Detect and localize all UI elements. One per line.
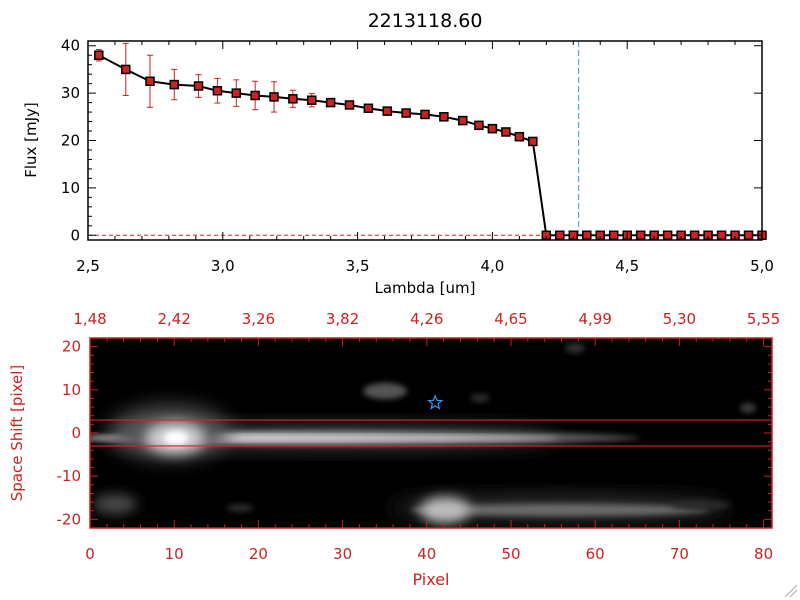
data-point	[474, 120, 484, 131]
x-tick-label: 60	[586, 545, 605, 563]
x-tick-label: 40	[417, 545, 436, 563]
x-tick-label: 0	[85, 545, 95, 563]
spectrum-panel: 2213118.60 2,5 3,0 3,5 4,0 4,5 5,0 010203040 …	[22, 10, 774, 297]
top-tick-label: 2,42	[157, 310, 190, 328]
x-tick-label: 10	[165, 545, 184, 563]
y-tick-label: 10	[61, 179, 80, 197]
data-point	[344, 100, 355, 110]
data-point	[401, 108, 411, 118]
spectrum-markers	[94, 50, 767, 241]
data-point	[608, 230, 619, 241]
x-tick-label: 4,5	[615, 257, 639, 275]
spectrum-errorbars	[95, 42, 536, 145]
top-tick-label: 5,55	[747, 310, 780, 328]
faint-patch	[470, 394, 490, 402]
y-tick-label: 0	[70, 226, 80, 244]
spectrum-y-label: Flux [mJy]	[22, 102, 40, 178]
data-point	[487, 123, 498, 134]
y-tick-label: 20	[61, 132, 80, 150]
x-tick-label: 5,0	[750, 257, 774, 275]
y-tick-label: 10	[62, 381, 81, 399]
data-point	[420, 109, 430, 120]
data-point	[457, 115, 468, 126]
faint-patch	[565, 343, 585, 353]
y-tick-label: -10	[57, 467, 82, 485]
extraction-lines	[90, 419, 772, 447]
top-tick-label: 4,99	[578, 310, 611, 328]
image-content	[90, 343, 772, 523]
top-tick-label: 3,82	[326, 310, 359, 328]
spectrum-reference-layer	[88, 41, 762, 240]
star-marker	[427, 394, 444, 410]
y-tick-label: -20	[57, 510, 82, 528]
data-point	[325, 97, 336, 108]
data-point	[231, 88, 242, 98]
y-tick-label: 40	[61, 37, 80, 55]
top-tick-label: 4,26	[410, 310, 443, 328]
top-tick-label: 3,26	[242, 310, 275, 328]
data-point	[288, 94, 298, 104]
top-tick-label: 5,30	[663, 310, 696, 328]
data-point	[528, 136, 538, 147]
spectrum-x-ticks: 2,5 3,0 3,5 4,0 4,5 5,0	[76, 41, 774, 275]
x-tick-label: 50	[501, 545, 520, 563]
y-tick-label: 30	[61, 84, 80, 102]
x-tick-label: 3,0	[211, 257, 235, 275]
faint-patch	[363, 383, 407, 399]
data-point	[382, 106, 393, 116]
x-tick-label: 4,0	[480, 257, 504, 275]
data-point	[689, 230, 700, 241]
image-panel: 0 10 20 30 40 50 60 70 80 1,48 2,42 3,26 3,82 4,26 4,…	[8, 310, 780, 589]
image-x-label: Pixel	[412, 570, 449, 589]
data-point	[94, 50, 104, 60]
data-point	[743, 230, 754, 241]
top-tick-label: 1,48	[73, 310, 106, 328]
data-point	[662, 230, 673, 241]
lower-left-blob	[93, 494, 137, 514]
spectrum-x-label: Lambda [um]	[375, 279, 476, 297]
data-point	[555, 230, 565, 241]
data-point	[514, 131, 525, 142]
data-point	[169, 79, 180, 90]
data-point	[212, 86, 223, 96]
image-y-label: Space Shift [pixel]	[8, 365, 26, 502]
bright-blob-core	[164, 431, 188, 445]
data-point	[120, 64, 131, 75]
data-point	[501, 127, 511, 137]
resize-grip-icon[interactable]	[784, 584, 798, 598]
lower-blob	[420, 497, 470, 523]
x-tick-label: 70	[670, 545, 689, 563]
faint-patch	[226, 504, 254, 512]
x-tick-label: 80	[754, 545, 773, 563]
spectrum-axes-frame	[87, 40, 763, 241]
star-marker-layer	[427, 394, 444, 410]
image-y-ticks: -20 -10 0 10 20	[57, 337, 772, 529]
data-point	[635, 230, 646, 241]
spectrum-title: 2213118.60	[368, 10, 483, 32]
image-x-ticks: 0 10 20 30 40 50 60 70 80	[85, 338, 773, 563]
image-top-ticks: 1,48 2,42 3,26 3,82 4,26 4,65 4,99 5,30 5,55	[73, 310, 780, 346]
data-point	[307, 95, 317, 105]
x-tick-label: 2,5	[76, 257, 100, 275]
top-tick-label: 4,65	[494, 310, 527, 328]
data-point	[145, 76, 155, 87]
y-tick-label: 20	[62, 338, 81, 356]
faint-patch	[670, 500, 730, 510]
data-point	[439, 112, 449, 122]
lower-trace-body	[410, 504, 710, 516]
x-tick-label: 3,5	[346, 257, 370, 275]
data-point	[582, 230, 592, 241]
data-point	[363, 103, 374, 114]
data-point	[250, 90, 260, 101]
faint-patch	[740, 403, 756, 413]
x-tick-label: 30	[333, 545, 352, 563]
spectrum-y-ticks: 0 10 20 30 40	[61, 37, 762, 244]
data-point	[269, 92, 279, 102]
y-tick-label: 0	[71, 424, 81, 442]
x-tick-label: 20	[249, 545, 268, 563]
data-point	[193, 81, 204, 91]
data-point	[716, 230, 727, 241]
